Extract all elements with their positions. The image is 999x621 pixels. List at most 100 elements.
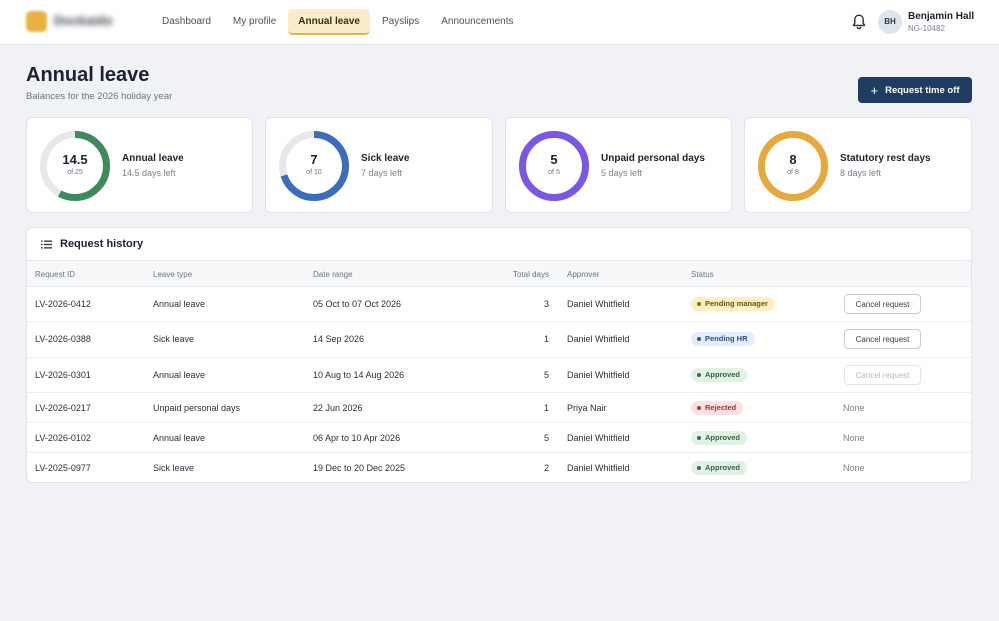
column-header-approver[interactable]: Approver [567, 270, 600, 279]
balance-title: Sick leave [361, 153, 410, 164]
balance-card-annual-leave: 14.5 of 25 Annual leave 14.5 days left [26, 117, 253, 213]
cancel-request-button[interactable]: Cancel request [844, 294, 921, 314]
status-badge: Approved [691, 461, 748, 475]
avatar[interactable]: BH [878, 10, 902, 34]
column-header-date-range[interactable]: Date range [313, 270, 353, 279]
status-label: Approved [705, 433, 741, 442]
status-dot [697, 406, 701, 410]
balance-title: Annual leave [122, 153, 184, 164]
total-days: 5 [543, 433, 549, 443]
date-range: 06 Apr to 10 Apr 2026 [313, 433, 401, 443]
no-action-text: None [843, 433, 865, 443]
table-row: LV-2026-0412 Annual leave 05 Oct to 07 O… [27, 287, 971, 322]
balance-ring [519, 131, 589, 201]
approver: Daniel Whitfield [567, 299, 630, 309]
column-header-request-id[interactable]: Request ID [35, 270, 76, 279]
table-row: LV-2026-0217 Unpaid personal days 22 Jun… [27, 393, 971, 423]
no-action-text: None [843, 463, 865, 473]
date-range: 05 Oct to 07 Oct 2026 [313, 299, 402, 309]
date-range: 10 Aug to 14 Aug 2026 [313, 370, 405, 380]
logo-icon[interactable] [26, 11, 47, 32]
column-header-leave-type[interactable]: Leave type [153, 270, 193, 279]
status-dot [697, 302, 701, 306]
balance-ring [758, 131, 828, 201]
status-label: Approved [705, 370, 741, 379]
top-bar: Dockaido Dashboard My profile Annual lea… [0, 0, 999, 45]
balance-remaining: 7 days left [361, 168, 403, 178]
balance-card-unpaid-personal-days: 5 of 5 Unpaid personal days 5 days left [505, 117, 732, 213]
date-range: 14 Sep 2026 [313, 334, 365, 344]
employee-id: NG-10482 [908, 24, 945, 33]
nav-item-dashboard[interactable]: Dashboard [162, 16, 211, 27]
leave-type: Annual leave [153, 370, 206, 380]
table-row: LV-2025-0977 Sick leave 19 Dec to 20 Dec… [27, 453, 971, 482]
approver: Priya Nair [567, 403, 607, 413]
cancel-request-button[interactable]: Cancel request [844, 329, 921, 349]
status-badge: Approved [691, 431, 748, 445]
nav-item-annual-leave[interactable]: Annual leave [288, 9, 370, 35]
balance-value: 14.5 [62, 152, 88, 167]
total-days: 5 [543, 370, 549, 380]
main-nav: Dashboard My profile Annual leave Paysli… [152, 9, 524, 35]
total-days: 3 [543, 299, 549, 309]
nav-item-payslips[interactable]: Payslips [381, 16, 420, 27]
nav-item-announcements[interactable]: Announcements [441, 16, 514, 27]
status-badge: Pending manager [691, 297, 775, 311]
status-dot [697, 436, 701, 440]
total-days: 1 [543, 334, 549, 344]
page-title: Annual leave [26, 64, 150, 86]
column-header-total-days[interactable]: Total days [512, 270, 549, 279]
balance-remaining: 8 days left [840, 168, 882, 178]
total-days: 1 [543, 403, 549, 413]
balance-ring [279, 131, 349, 201]
list-icon [41, 240, 52, 249]
status-dot [697, 337, 701, 341]
balance-card-statutory-rest-days: 8 of 8 Statutory rest days 8 days left [744, 117, 972, 213]
status-label: Pending HR [705, 334, 748, 343]
status-label: Pending manager [705, 299, 768, 308]
total-days: 2 [543, 463, 549, 473]
bell-icon[interactable] [851, 13, 867, 31]
status-badge: Pending HR [691, 332, 755, 346]
balance-total: of 10 [306, 169, 322, 176]
status-dot [697, 466, 701, 470]
request-history-title: Request history [60, 238, 144, 250]
balance-title: Statutory rest days [840, 153, 931, 164]
nav-item-my-profile[interactable]: My profile [232, 16, 277, 27]
balance-remaining: 5 days left [601, 168, 643, 178]
table-row: LV-2026-0102 Annual leave 06 Apr to 10 A… [27, 423, 971, 453]
balance-value: 7 [310, 152, 318, 167]
page-subtitle: Balances for the 2026 holiday year [26, 91, 173, 102]
request-time-off-label: Request time off [885, 84, 960, 96]
date-range: 19 Dec to 20 Dec 2025 [313, 463, 406, 473]
date-range: 22 Jun 2026 [313, 403, 363, 413]
no-action-text: None [843, 403, 865, 413]
approver: Daniel Whitfield [567, 433, 630, 443]
balance-remaining: 14.5 days left [122, 168, 176, 178]
logo-text[interactable]: Dockaido [54, 13, 113, 28]
column-header-status[interactable]: Status [691, 270, 714, 279]
balance-title: Unpaid personal days [601, 153, 705, 164]
user-name: Benjamin Hall [908, 11, 975, 22]
status-badge: Approved [691, 368, 748, 382]
balance-total: of 5 [548, 169, 560, 176]
request-id: LV-2025-0977 [35, 463, 91, 473]
request-id: LV-2026-0388 [35, 334, 91, 344]
table-header: Request ID Leave type Date range Total d… [27, 261, 971, 287]
cancel-request-button-disabled: Cancel request [844, 365, 921, 385]
balance-ring [40, 131, 110, 201]
status-label: Rejected [705, 403, 737, 412]
leave-type: Sick leave [153, 463, 195, 473]
request-id: LV-2026-0217 [35, 403, 91, 413]
approver: Daniel Whitfield [567, 370, 630, 380]
balance-total: of 25 [67, 169, 83, 176]
status-label: Approved [705, 463, 741, 472]
request-id: LV-2026-0412 [35, 299, 91, 309]
table-row: LV-2026-0388 Sick leave 14 Sep 2026 1 Da… [27, 322, 971, 358]
leave-type: Annual leave [153, 299, 206, 309]
approver: Daniel Whitfield [567, 334, 630, 344]
approver: Daniel Whitfield [567, 463, 630, 473]
table-row: LV-2026-0301 Annual leave 10 Aug to 14 A… [27, 358, 971, 393]
request-time-off-button[interactable]: + Request time off [858, 77, 972, 103]
plus-icon: + [870, 82, 879, 98]
